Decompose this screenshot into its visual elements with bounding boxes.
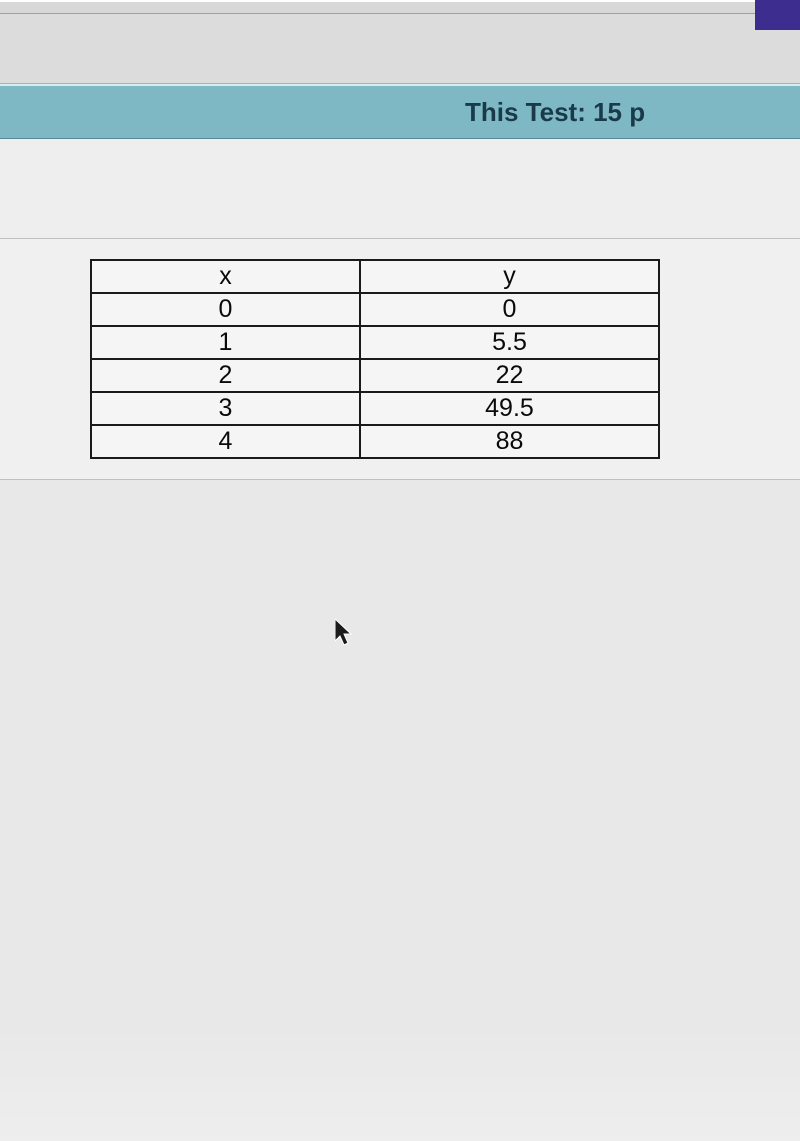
col-header-y: y (360, 260, 659, 293)
content-spacer (0, 139, 800, 239)
bottom-area (0, 480, 800, 1141)
table-row: 3 49.5 (91, 392, 659, 425)
cell-y: 49.5 (360, 392, 659, 425)
table-row: 4 88 (91, 425, 659, 458)
cell-y: 0 (360, 293, 659, 326)
test-title: This Test: 15 p (465, 97, 645, 128)
col-header-x: x (91, 260, 360, 293)
content-area: x y 0 0 1 5.5 2 22 3 49.5 4 88 (0, 139, 800, 800)
data-table: x y 0 0 1 5.5 2 22 3 49.5 4 88 (90, 259, 660, 459)
toolbar-area (0, 14, 800, 84)
table-row: 0 0 (91, 293, 659, 326)
table-header-row: x y (91, 260, 659, 293)
window-accent (755, 0, 800, 30)
table-section: x y 0 0 1 5.5 2 22 3 49.5 4 88 (0, 239, 800, 480)
screen-glare (0, 1021, 800, 1141)
cell-x: 1 (91, 326, 360, 359)
cell-y: 88 (360, 425, 659, 458)
cell-x: 3 (91, 392, 360, 425)
cell-y: 22 (360, 359, 659, 392)
cell-x: 4 (91, 425, 360, 458)
table-row: 2 22 (91, 359, 659, 392)
cell-x: 2 (91, 359, 360, 392)
table-row: 1 5.5 (91, 326, 659, 359)
window-top-border (0, 0, 800, 14)
cell-y: 5.5 (360, 326, 659, 359)
cell-x: 0 (91, 293, 360, 326)
test-header-bar: This Test: 15 p (0, 84, 800, 139)
